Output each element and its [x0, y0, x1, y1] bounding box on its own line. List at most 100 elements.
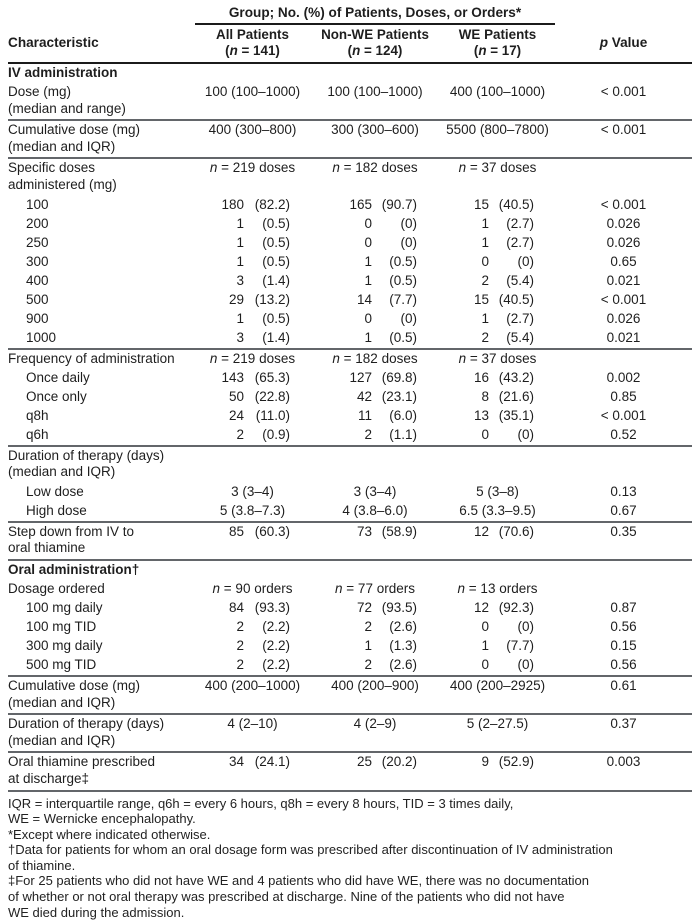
value-cell-we-patients: 15(40.5): [440, 196, 555, 215]
p-value-cell: [555, 580, 692, 599]
value-cell-all-patients: 1(0.5): [195, 234, 310, 253]
row-label: 300: [8, 253, 195, 272]
value-cell-we-patients: 0(0): [440, 253, 555, 272]
all-patients-column-header: All Patients (n = 141): [195, 27, 310, 59]
table-footnotes: IQR = interquartile range, q6h = every 6…: [8, 796, 692, 920]
value-cell-all-patients: n = 90 orders: [195, 580, 310, 599]
p-value-cell: 0.35: [555, 524, 692, 557]
value-cell-all-patients: 2(2.2): [195, 618, 310, 637]
value-cell-we-patients: 15(40.5): [440, 291, 555, 310]
table-row: Duration of therapy (days)(median and IQ…: [8, 715, 692, 751]
row-label: Cumulative dose (mg)(median and IQR): [8, 122, 195, 155]
value-cell-we-patients: 0(0): [440, 426, 555, 445]
p-value-cell: 0.52: [555, 426, 692, 445]
row-label: 400: [8, 272, 195, 291]
p-value-cell: 0.026: [555, 310, 692, 329]
value-cell-we-patients: 2(5.4): [440, 329, 555, 348]
table-row: Duration of therapy (days)(median and IQ…: [8, 447, 692, 483]
value-cell-we-patients: 9(52.9): [440, 754, 555, 787]
value-cell-all-patients: 143(65.3): [195, 369, 310, 388]
value-cell-non-we-patients: 2(1.1): [310, 426, 440, 445]
value-cell-non-we-patients: 400 (200–900): [310, 678, 440, 711]
row-label: Low dose: [8, 483, 195, 502]
row-label: 100: [8, 196, 195, 215]
value-cell-non-we-patients: 4 (3.8–6.0): [310, 502, 440, 521]
p-value-column-header: p Value: [555, 35, 692, 51]
value-cell-we-patients: 5 (3–8): [440, 483, 555, 502]
p-value-cell: 0.67: [555, 502, 692, 521]
p-value-cell: 0.002: [555, 369, 692, 388]
value-cell-non-we-patients: 42(23.1): [310, 388, 440, 407]
value-cell-non-we-patients: 25(20.2): [310, 754, 440, 787]
value-cell-we-patients: [440, 448, 555, 481]
value-cell-non-we-patients: 14(7.7): [310, 291, 440, 310]
footnote-double-dagger: ‡For 25 patients who did not have WE and…: [8, 873, 692, 920]
value-cell-we-patients: 400 (100–1000): [440, 84, 555, 117]
value-cell-all-patients: 1(0.5): [195, 215, 310, 234]
p-value-cell: 0.65: [555, 253, 692, 272]
value-cell-we-patients: n = 13 orders: [440, 580, 555, 599]
value-cell-we-patients: 400 (200–2925): [440, 678, 555, 711]
p-value-cell: 0.003: [555, 754, 692, 787]
row-label: 500 mg TID: [8, 656, 195, 675]
row-label: Duration of therapy (days)(median and IQ…: [8, 448, 195, 481]
table-row: Cumulative dose (mg)(median and IQR)400 …: [8, 121, 692, 157]
row-label: q6h: [8, 426, 195, 445]
value-cell-non-we-patients: 2(2.6): [310, 656, 440, 675]
value-cell-non-we-patients: 300 (300–600): [310, 122, 440, 155]
value-cell-non-we-patients: 100 (100–1000): [310, 84, 440, 117]
value-cell-all-patients: 2(2.2): [195, 637, 310, 656]
value-cell-non-we-patients: 1(0.5): [310, 272, 440, 291]
row-label: 100 mg daily: [8, 599, 195, 618]
value-cell-we-patients: 0(0): [440, 618, 555, 637]
row-label: IV administration: [8, 64, 692, 83]
value-cell-all-patients: 180(82.2): [195, 196, 310, 215]
p-value-cell: [555, 160, 692, 193]
value-cell-all-patients: 3(1.4): [195, 272, 310, 291]
table-header: Group; No. (%) of Patients, Doses, or Or…: [8, 0, 692, 64]
non-we-patients-column-header: Non-WE Patients (n = 124): [310, 27, 440, 59]
p-value-cell: 0.61: [555, 678, 692, 711]
value-cell-non-we-patients: 11(6.0): [310, 407, 440, 426]
row-label: 200: [8, 215, 195, 234]
value-cell-non-we-patients: 72(93.5): [310, 599, 440, 618]
row-label: Once daily: [8, 369, 195, 388]
value-cell-non-we-patients: 0(0): [310, 215, 440, 234]
p-value-cell: < 0.001: [555, 122, 692, 155]
row-label: Cumulative dose (mg)(median and IQR): [8, 678, 195, 711]
value-cell-all-patients: 29(13.2): [195, 291, 310, 310]
p-value-cell: < 0.001: [555, 84, 692, 117]
p-value-cell: 0.13: [555, 483, 692, 502]
p-value-cell: 0.37: [555, 716, 692, 749]
table-row: Dose (mg)(median and range)100 (100–1000…: [8, 83, 692, 119]
value-cell-non-we-patients: 1(1.3): [310, 637, 440, 656]
value-cell-we-patients: 6.5 (3.3–9.5): [440, 502, 555, 521]
value-cell-we-patients: 2(5.4): [440, 272, 555, 291]
p-value-cell: 0.026: [555, 234, 692, 253]
value-cell-non-we-patients: 127(69.8): [310, 369, 440, 388]
footnote-abbreviations: IQR = interquartile range, q6h = every 6…: [8, 796, 692, 827]
value-cell-we-patients: 1(7.7): [440, 637, 555, 656]
table-row: Cumulative dose (mg)(median and IQR) 400 …: [8, 677, 692, 713]
value-cell-non-we-patients: 0(0): [310, 310, 440, 329]
value-cell-all-patients: 2(2.2): [195, 656, 310, 675]
value-cell-non-we-patients: n = 182 doses: [310, 160, 440, 193]
value-cell-all-patients: 2(0.9): [195, 426, 310, 445]
row-label: 900: [8, 310, 195, 329]
